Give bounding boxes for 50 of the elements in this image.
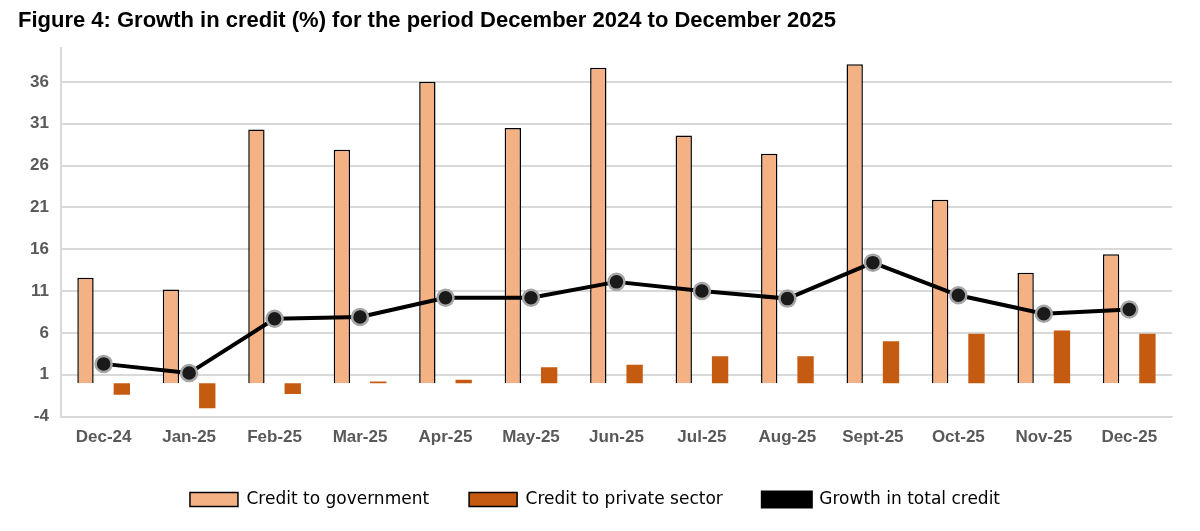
- bar: [1139, 333, 1156, 384]
- point: [692, 281, 712, 301]
- bar: [540, 367, 558, 384]
- x-tick-label: Aug-25: [758, 427, 817, 447]
- y-tick-label: 31: [29, 113, 49, 133]
- x-tick-label: Dec-25: [1101, 427, 1158, 447]
- point: [607, 272, 626, 292]
- y-tick-label: 6: [39, 322, 49, 342]
- point: [863, 253, 883, 272]
- point: [949, 286, 968, 305]
- legend-label: Growth in total credit: [819, 487, 1001, 508]
- legend-label: Credit to private sector: [525, 487, 723, 508]
- point: [521, 288, 541, 308]
- x-tick-label: Dec-24: [75, 427, 133, 447]
- bar: [711, 356, 729, 384]
- y-tick-label: 26: [29, 155, 49, 175]
- bar: [968, 333, 985, 384]
- bar: [284, 383, 301, 395]
- x-tick-label: Jul-25: [677, 427, 727, 447]
- chart-title: Figure 4: Growth in credit (%) for the period December 2024 to December 2025: [18, 7, 836, 33]
- bar: [882, 341, 900, 384]
- point: [265, 309, 284, 328]
- x-tick-label: Jan-25: [162, 427, 217, 447]
- point: [94, 354, 113, 374]
- y-tick-label: 36: [29, 71, 49, 91]
- x-tick-label: Oct-25: [931, 427, 985, 447]
- bar: [626, 364, 643, 384]
- y-tick-label: 11: [30, 280, 49, 300]
- x-tick-label: Jun-25: [589, 427, 644, 447]
- y-tick-label: 16: [29, 238, 49, 258]
- x-tick-label: Sept-25: [842, 427, 904, 447]
- x-tick-label: May-25: [502, 427, 560, 447]
- point: [1034, 304, 1054, 323]
- x-tick-label: Apr-25: [418, 427, 473, 447]
- legend-label: Credit to government: [246, 487, 430, 508]
- x-tick-label: Mar-25: [332, 427, 388, 447]
- bar: [199, 383, 216, 409]
- point: [1120, 300, 1139, 319]
- x-tick-label: Nov-25: [1015, 427, 1073, 447]
- y-tick-label: -4: [33, 406, 50, 426]
- point: [778, 289, 797, 308]
- point: [350, 307, 370, 327]
- bar: [1053, 330, 1071, 384]
- point: [179, 363, 199, 383]
- bar: [113, 383, 130, 395]
- y-tick-label: 1: [39, 364, 49, 384]
- y-tick-label: 21: [29, 197, 49, 217]
- point: [436, 288, 455, 308]
- x-tick-label: Feb-25: [247, 427, 302, 447]
- bar: [797, 356, 814, 384]
